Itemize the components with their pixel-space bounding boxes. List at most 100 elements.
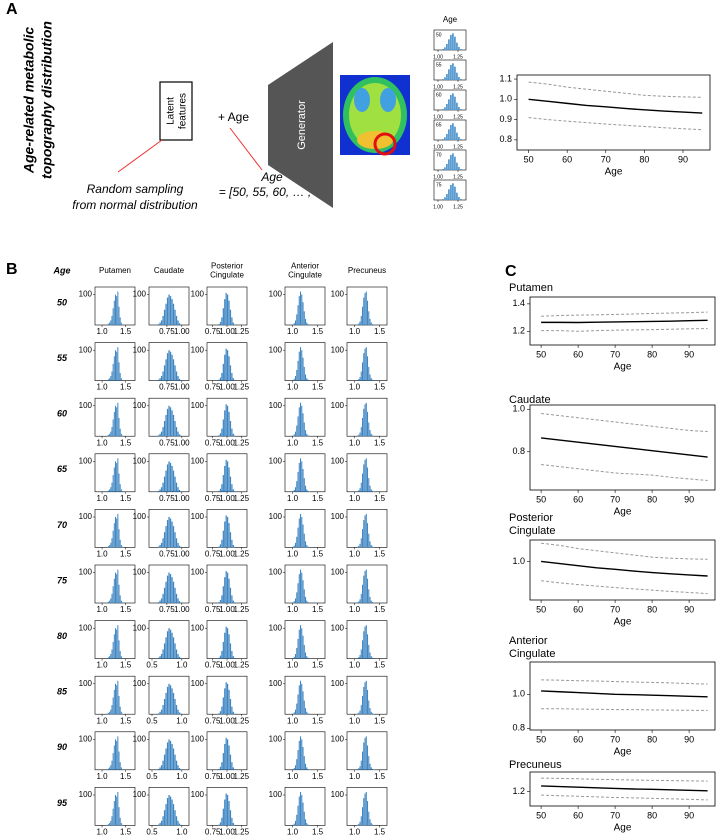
x-tick-label: 60	[562, 154, 572, 164]
histogram-bar	[168, 739, 170, 770]
x-tick-label: 1.0	[349, 438, 361, 447]
histogram-bar	[231, 373, 233, 381]
histogram-bar	[357, 435, 359, 437]
histogram-bar	[357, 713, 359, 715]
histogram-bar	[172, 581, 175, 603]
histogram-bar	[169, 296, 172, 325]
histogram-bar	[300, 291, 302, 325]
histogram-bar	[442, 79, 444, 80]
histogram-bar	[178, 323, 181, 325]
histogram-bar	[218, 657, 220, 659]
histogram-bar	[111, 427, 113, 437]
plot-frame	[529, 404, 716, 491]
y-tick-label: 100	[133, 512, 147, 521]
x-tick-label: 70	[610, 494, 620, 504]
histogram-bar	[120, 600, 122, 603]
histogram-bar	[180, 435, 182, 437]
histogram-bar	[109, 489, 111, 492]
x-tick-label: 1.0	[287, 661, 299, 670]
x-tick-label: 1.00	[174, 383, 190, 392]
y-tick-label: 0.8	[499, 134, 512, 144]
histogram-bar	[117, 625, 119, 659]
histogram-bar	[165, 692, 167, 715]
histogram-bar	[113, 689, 115, 715]
histogram-bar	[163, 643, 166, 659]
x-tick-label: 1.0	[287, 605, 299, 614]
histogram-bar	[298, 740, 300, 770]
mini-age: 60	[436, 92, 442, 98]
histogram-bar	[174, 754, 176, 770]
x-tick-label: 1.00	[219, 327, 235, 336]
histogram-bar	[292, 491, 294, 492]
histogram-bar	[227, 405, 229, 437]
x-tick-label: 0.75	[159, 383, 175, 392]
histogram-bar	[292, 824, 294, 826]
histogram-bar	[169, 740, 172, 770]
histogram-bar	[227, 350, 229, 381]
histogram-bar	[460, 49, 462, 50]
histogram-bar	[218, 490, 220, 492]
histogram-bar	[118, 306, 120, 325]
x-tick-label: 1.5	[120, 550, 132, 559]
histogram-bar	[221, 428, 223, 437]
histogram-bar	[370, 433, 372, 437]
histogram-bar	[460, 199, 462, 200]
histogram-bar	[112, 697, 114, 715]
histogram-bar	[113, 356, 115, 381]
histogram-bar	[302, 747, 304, 770]
histogram-bar	[293, 823, 295, 826]
histogram-bar	[113, 578, 115, 603]
histogram-bar	[113, 467, 115, 492]
histogram-bar	[118, 473, 120, 492]
histogram-bar	[358, 823, 360, 826]
histogram-bar	[219, 544, 222, 548]
histogram-bar	[171, 799, 173, 826]
sampling-caption: from normal distribution	[72, 198, 198, 212]
histogram-bar	[368, 533, 370, 548]
histogram-bar	[172, 637, 175, 659]
histogram-bar	[367, 689, 369, 715]
y-tick-label: 100	[191, 345, 205, 354]
x-tick-label: 1.5	[120, 494, 132, 503]
histogram-bar	[107, 601, 109, 603]
x-tick-label: 1.0	[176, 772, 188, 781]
y-tick-label: 100	[269, 401, 283, 410]
y-tick-label: 100	[133, 345, 147, 354]
histogram-bar	[177, 431, 179, 437]
histogram-bar	[442, 49, 444, 50]
histogram-bar	[110, 431, 112, 437]
histogram-bar	[231, 595, 233, 603]
histogram-bar	[303, 700, 305, 715]
histogram-bar	[358, 657, 360, 659]
histogram-bar	[172, 692, 175, 715]
x-tick-label: 1.5	[374, 605, 386, 614]
histogram-bar	[295, 654, 297, 659]
x-tick-label: 0.5	[146, 716, 158, 725]
histogram-bar	[178, 767, 181, 770]
histogram-bar	[178, 601, 181, 603]
plot-frame	[529, 661, 716, 731]
histogram-bar	[120, 767, 122, 770]
histogram-bar	[362, 473, 364, 492]
histogram-bar	[111, 760, 113, 770]
histogram-bar	[301, 683, 303, 715]
line-series	[541, 708, 708, 711]
histogram-bar	[111, 649, 113, 659]
histogram-bar	[218, 602, 220, 603]
histogram-bar	[454, 66, 456, 80]
histogram-bar	[305, 485, 307, 492]
panel-label: C	[505, 263, 517, 280]
histogram-bar	[172, 470, 175, 492]
histogram-bar	[293, 378, 295, 381]
histogram-bar	[178, 823, 181, 826]
line-series	[541, 690, 708, 698]
histogram-bar	[116, 740, 118, 770]
plot-frame	[94, 397, 136, 437]
histogram-bar	[300, 402, 302, 437]
histogram-bar	[365, 569, 367, 603]
histogram-bar	[227, 739, 229, 770]
histogram-bar	[162, 705, 164, 715]
histogram-bar	[365, 458, 367, 492]
histogram-bar	[115, 461, 116, 492]
histogram-bar	[365, 402, 367, 437]
